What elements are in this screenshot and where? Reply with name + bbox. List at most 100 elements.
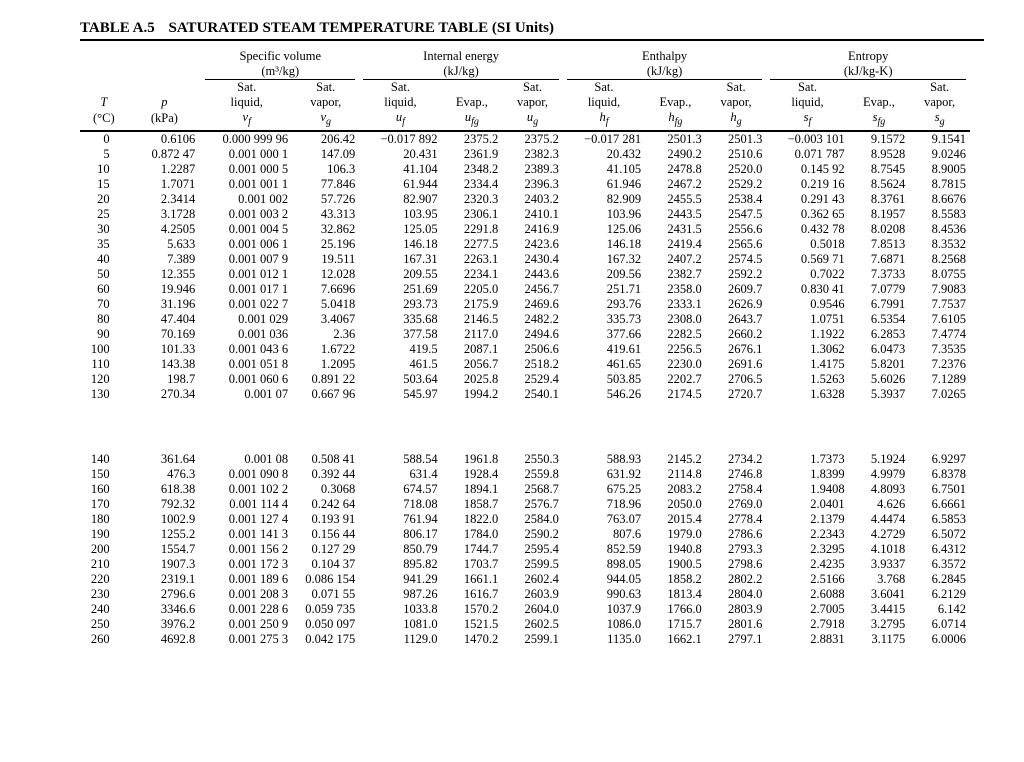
table-cell: 2490.2 (645, 147, 706, 162)
col-ufg-h2: Evap., (442, 95, 503, 110)
table-cell: 2146.5 (442, 312, 503, 327)
table-cell: 0.042 175 (292, 632, 359, 647)
table-cell: 125.05 (359, 222, 441, 237)
sym-sf: sf (766, 110, 848, 131)
table-cell: 2494.6 (502, 327, 563, 342)
table-cell: 1.2287 (128, 162, 202, 177)
table-cell: 1894.1 (442, 482, 503, 497)
table-cell: 1.4175 (766, 357, 848, 372)
sym-ug: ug (502, 110, 563, 131)
table-cell: 8.5624 (849, 177, 910, 192)
table-cell: 1.5263 (766, 372, 848, 387)
table-cell: 9.1541 (909, 131, 970, 147)
table-cell: 545.97 (359, 387, 441, 402)
table-cell: 1.7071 (128, 177, 202, 192)
table-row: 5012.3550.001 012 112.028209.552234.1244… (80, 267, 970, 282)
table-cell: 2529.4 (502, 372, 563, 387)
col-sf-h1: Sat. (766, 80, 848, 95)
table-cell: 0.059 735 (292, 602, 359, 617)
table-row: 120198.70.001 060 60.891 22503.642025.82… (80, 372, 970, 387)
table-cell: 0.001 102 2 (201, 482, 292, 497)
table-cell: 206.42 (292, 131, 359, 147)
col-sg-h2: vapor, (909, 95, 970, 110)
table-cell: 0.050 097 (292, 617, 359, 632)
table-cell: 1521.5 (442, 617, 503, 632)
table-cell: 2506.6 (502, 342, 563, 357)
table-cell: 2801.6 (706, 617, 767, 632)
table-cell: 2602.5 (502, 617, 563, 632)
table-cell: 2758.4 (706, 482, 767, 497)
table-cell: 2574.5 (706, 252, 767, 267)
table-row: 253.17280.001 003 243.313103.952306.1241… (80, 207, 970, 222)
table-cell: 6.5853 (909, 512, 970, 527)
table-cell: 150 (80, 467, 128, 482)
table-cell: 0.001 029 (201, 312, 292, 327)
table-cell: 2320.3 (442, 192, 503, 207)
table-cell: 2230.0 (645, 357, 706, 372)
table-cell: 2375.2 (442, 131, 503, 147)
table-row: 00.61060.000 999 96206.42−0.017 8922375.… (80, 131, 970, 147)
table-cell: 2643.7 (706, 312, 767, 327)
table-cell: −0.017 281 (563, 131, 645, 147)
table-cell: 2455.5 (645, 192, 706, 207)
table-cell: 2803.9 (706, 602, 767, 617)
table-cell: 5 (80, 147, 128, 162)
table-cell: 2334.4 (442, 177, 503, 192)
table-cell: 1766.0 (645, 602, 706, 617)
table-cell: 0.001 250 9 (201, 617, 292, 632)
col-uf-h1: Sat. (359, 80, 441, 95)
table-cell: 7.3733 (849, 267, 910, 282)
table-cell: 7.3535 (909, 342, 970, 357)
table-cell: 2.3295 (766, 542, 848, 557)
table-cell: 2396.3 (502, 177, 563, 192)
table-cell: 0.9546 (766, 297, 848, 312)
table-cell: 8.0755 (909, 267, 970, 282)
table-cell: 2361.9 (442, 147, 503, 162)
col-hf-h1: Sat. (563, 80, 645, 95)
col-vg-h1: Sat. (292, 80, 359, 95)
table-cell: 82.907 (359, 192, 441, 207)
table-cell: 588.93 (563, 452, 645, 467)
table-cell: 0.001 043 6 (201, 342, 292, 357)
table-row: 150476.30.001 090 80.392 44631.41928.425… (80, 467, 970, 482)
table-cell: 2.2343 (766, 527, 848, 542)
table-cell: 1570.2 (442, 602, 503, 617)
table-row: 170792.320.001 114 40.242 64718.081858.7… (80, 497, 970, 512)
table-cell: 1907.3 (128, 557, 202, 572)
col-sf-h2: liquid, (766, 95, 848, 110)
table-cell: 2.36 (292, 327, 359, 342)
table-cell: 0.156 44 (292, 527, 359, 542)
table-row: 2604692.80.001 275 30.042 1751129.01470.… (80, 632, 970, 647)
table-cell: 7.6696 (292, 282, 359, 297)
table-cell: 0.071 787 (766, 147, 848, 162)
table-cell: 5.0418 (292, 297, 359, 312)
sym-vf: vf (201, 110, 292, 131)
table-cell: 2256.5 (645, 342, 706, 357)
table-cell: 260 (80, 632, 128, 647)
table-cell: 0.001 006 1 (201, 237, 292, 252)
table-cell: 895.82 (359, 557, 441, 572)
table-cell: 2319.1 (128, 572, 202, 587)
table-cell: 12.028 (292, 267, 359, 282)
table-title: TABLE A.5 SATURATED STEAM TEMPERATURE TA… (80, 20, 984, 41)
section-gap (80, 402, 970, 452)
table-cell: 990.63 (563, 587, 645, 602)
table-cell: 146.18 (359, 237, 441, 252)
table-cell: 1002.9 (128, 512, 202, 527)
table-cell: 1822.0 (442, 512, 503, 527)
table-row: 355.6330.001 006 125.196146.182277.52423… (80, 237, 970, 252)
table-cell: 106.3 (292, 162, 359, 177)
table-cell: 8.5583 (909, 207, 970, 222)
table-cell: 0.667 96 (292, 387, 359, 402)
table-cell: 2308.0 (645, 312, 706, 327)
table-cell: 190 (80, 527, 128, 542)
table-cell: 35 (80, 237, 128, 252)
table-cell: 6.3572 (909, 557, 970, 572)
table-cell: 2333.1 (645, 297, 706, 312)
table-cell: 1979.0 (645, 527, 706, 542)
table-cell: 4.2729 (849, 527, 910, 542)
table-cell: 675.25 (563, 482, 645, 497)
table-cell: 2691.6 (706, 357, 767, 372)
table-cell: 0.001 228 6 (201, 602, 292, 617)
table-cell: 361.64 (128, 452, 202, 467)
